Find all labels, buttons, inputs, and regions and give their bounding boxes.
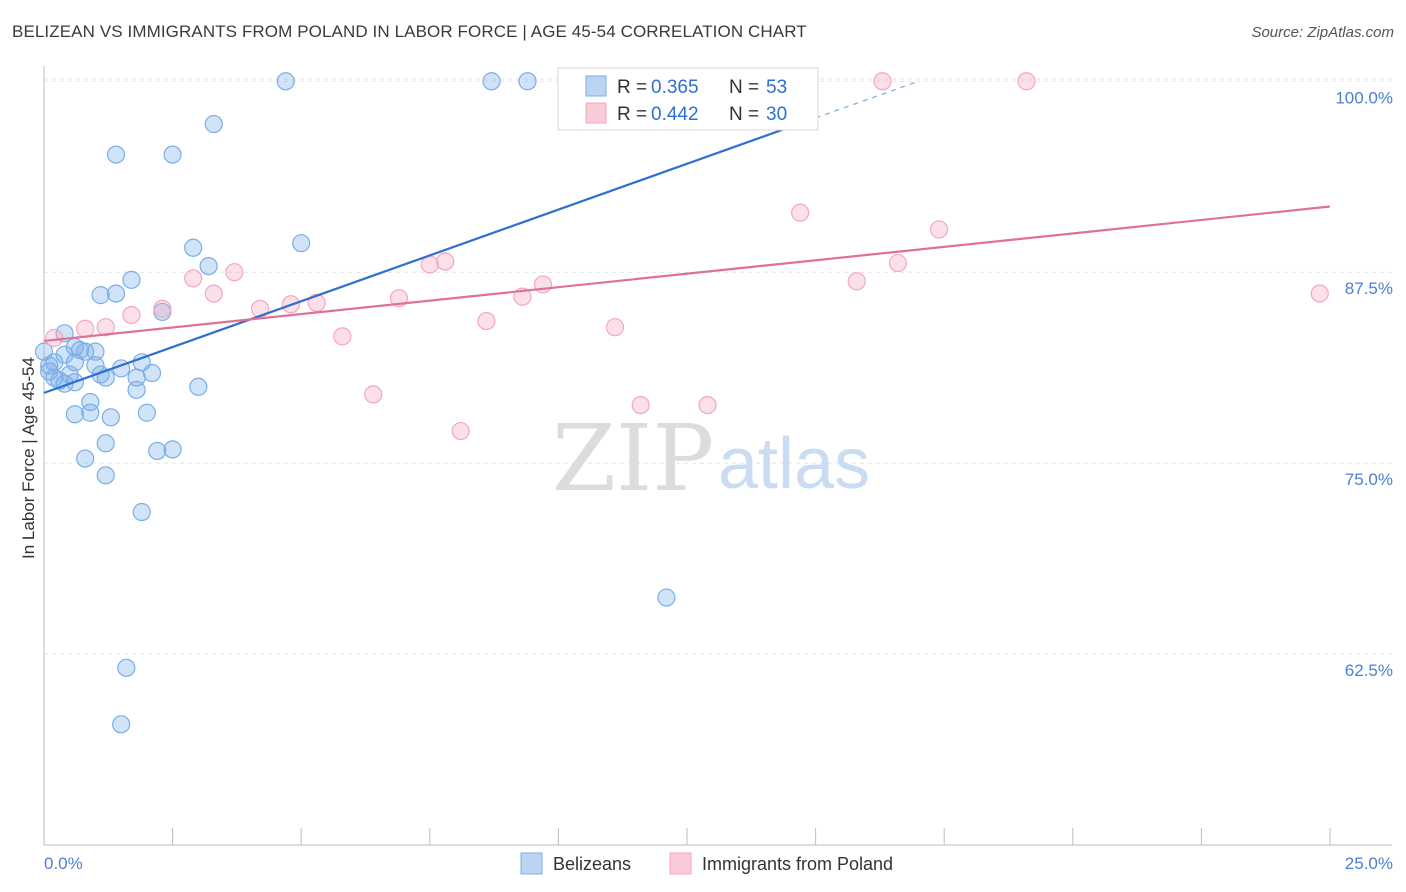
bottom-legend-belizeans: Belizeans [553, 854, 631, 874]
poland-point [122, 305, 141, 325]
chart-title: BELIZEAN VS IMMIGRANTS FROM POLAND IN LA… [12, 22, 807, 41]
legend-swatch-poland [585, 102, 607, 124]
belizean-point [101, 408, 120, 427]
poland-point [153, 299, 172, 318]
trend-lines [43, 80, 1331, 394]
x-tick-label: 0.0% [44, 854, 83, 873]
poland-trend-line [43, 205, 1331, 343]
belizean-point [137, 403, 156, 422]
poland-point [631, 395, 650, 415]
belizean-point [96, 466, 115, 485]
belizean-point [184, 238, 203, 257]
belizean-point [127, 380, 146, 399]
bottom-legend-poland: Immigrants from Poland [702, 854, 893, 874]
bottom-legend-swatch-belizeans [520, 852, 543, 875]
poland-point [45, 328, 64, 347]
legend-n-belizeans: 53 [766, 77, 787, 98]
poland-point [76, 319, 95, 338]
poland-point [929, 220, 949, 239]
poland-point [888, 253, 908, 273]
belizean-point [189, 377, 208, 396]
poland-point [184, 269, 203, 288]
belizean-point [86, 342, 105, 361]
y-tick-label: 100.0% [1335, 88, 1393, 107]
series-legend: Belizeans Immigrants from Poland [520, 852, 893, 875]
poland-point [873, 72, 892, 91]
poland-point [96, 318, 115, 337]
bottom-legend-swatch-poland [669, 852, 692, 875]
belizean-point [142, 363, 162, 383]
belizean-point [122, 270, 141, 289]
belizean-point [65, 405, 84, 424]
belizean-point [76, 342, 95, 361]
legend-r-belizeans: 0.365 [651, 77, 699, 98]
belizean-point [657, 588, 676, 607]
poland-point [791, 203, 810, 222]
y-tick-label: 75.0% [1345, 470, 1393, 489]
poland-point [333, 327, 352, 346]
y-tick-label: 87.5% [1345, 279, 1393, 298]
poland-point [847, 272, 866, 291]
belizean-trend-extension [815, 80, 919, 119]
belizean-point [204, 114, 223, 134]
belizean-point [276, 72, 295, 91]
belizean-point [482, 72, 501, 91]
belizean-point [81, 392, 100, 412]
y-axis-label: In Labor Force | Age 45-54 [19, 357, 38, 559]
x-tick-label: 25.0% [1345, 854, 1393, 873]
source-label: Source: ZipAtlas.com [1251, 24, 1394, 41]
belizean-point [163, 145, 182, 164]
poland-point [605, 318, 625, 337]
belizean-point [292, 234, 311, 253]
belizean-point [199, 256, 218, 276]
poland-point [1310, 284, 1329, 303]
belizean-point [163, 440, 182, 459]
poland-point [364, 385, 383, 404]
belizean-point [117, 658, 136, 677]
belizean-point [96, 434, 115, 453]
legend-swatch-belizeans [585, 75, 607, 97]
y-tick-label: 62.5% [1345, 661, 1393, 680]
belizean-point [81, 403, 100, 422]
belizean-point [76, 449, 95, 468]
poland-point [204, 284, 223, 303]
tick-labels: 62.5% 75.0% 87.5% 100.0% 0.0% 25.0% [44, 88, 1393, 873]
poland-point [477, 311, 496, 331]
poland-point [436, 252, 455, 271]
belizean-point [45, 368, 64, 387]
belizean-point [91, 286, 110, 305]
poland-point [698, 395, 717, 415]
poland-point [451, 421, 470, 441]
legend-r-label: R = [617, 77, 647, 98]
watermark-atlas: atlas [718, 424, 870, 504]
watermark-zip: ZIP [552, 405, 714, 512]
belizean-point [132, 502, 151, 522]
legend-n-label: N = [729, 77, 759, 98]
belizean-point [55, 345, 74, 364]
poland-point [307, 293, 326, 312]
axes [43, 66, 1392, 846]
legend-r-label: R = [617, 104, 647, 125]
belizean-point [106, 145, 126, 164]
belizean-point [106, 284, 126, 303]
belizean-point [518, 72, 537, 91]
stats-legend: R = 0.365 N = 53 R = 0.442 N = 30 [557, 67, 819, 131]
gridlines [44, 78, 1392, 655]
poland-point [1017, 72, 1036, 91]
belizean-trend-line [43, 116, 816, 394]
legend-n-label: N = [729, 104, 759, 125]
watermark: ZIP atlas [552, 405, 870, 512]
data-points [34, 72, 1329, 734]
poland-point [225, 263, 244, 282]
belizean-point [148, 441, 167, 461]
legend-r-poland: 0.442 [651, 104, 699, 125]
belizean-point [112, 715, 131, 734]
belizean-point [45, 353, 64, 372]
legend-n-poland: 30 [766, 104, 787, 125]
